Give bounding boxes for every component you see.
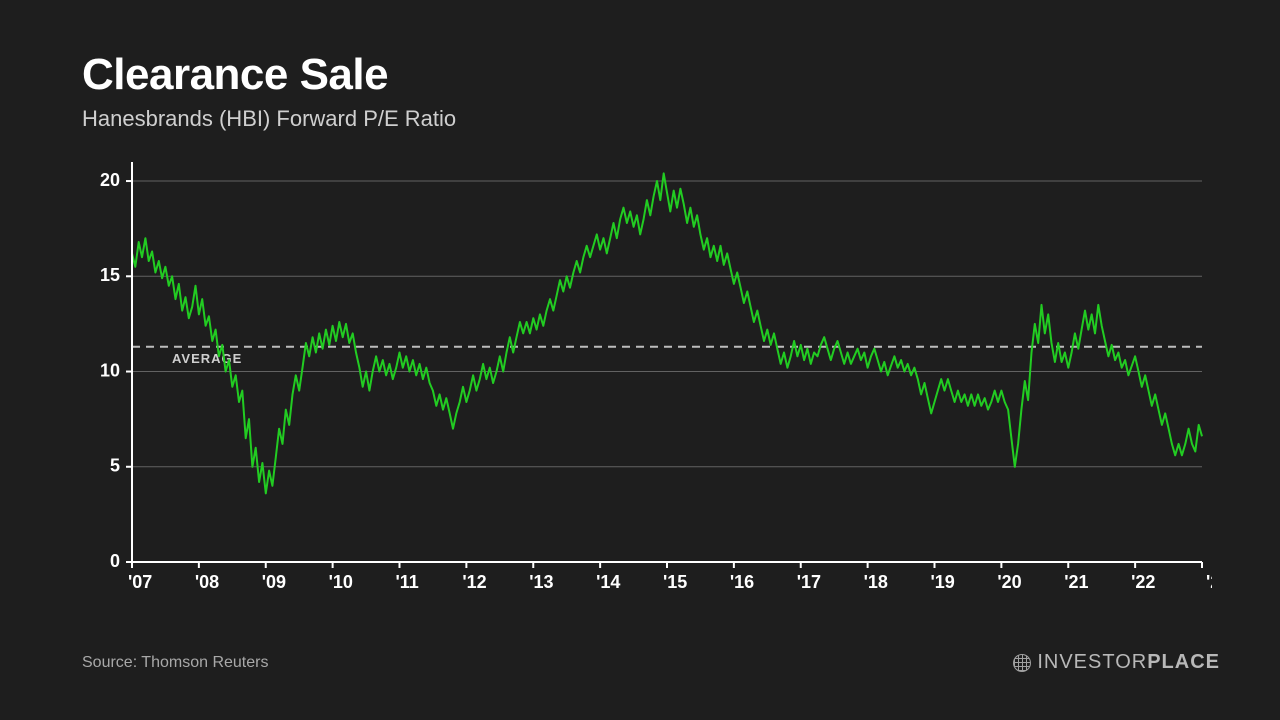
- svg-text:'15: '15: [663, 572, 687, 592]
- svg-text:'10: '10: [329, 572, 353, 592]
- brand-bold: PLACE: [1147, 651, 1220, 673]
- svg-text:'09: '09: [262, 572, 286, 592]
- chart-title: Clearance Sale: [82, 50, 1220, 100]
- brand-light: INVESTOR: [1037, 651, 1147, 673]
- svg-text:5: 5: [110, 456, 120, 476]
- svg-text:20: 20: [100, 170, 120, 190]
- svg-text:AVERAGE: AVERAGE: [172, 351, 242, 366]
- svg-text:'23: '23: [1206, 572, 1212, 592]
- svg-text:'21: '21: [1064, 572, 1088, 592]
- svg-text:'14: '14: [596, 572, 620, 592]
- svg-text:'12: '12: [462, 572, 486, 592]
- globe-icon: [1013, 654, 1031, 672]
- svg-text:10: 10: [100, 360, 120, 380]
- svg-text:'16: '16: [730, 572, 754, 592]
- svg-text:'11: '11: [396, 572, 419, 592]
- svg-text:'17: '17: [797, 572, 821, 592]
- svg-text:'22: '22: [1131, 572, 1155, 592]
- svg-text:'13: '13: [529, 572, 553, 592]
- brand-logo: INVESTORPLACE: [1013, 651, 1220, 674]
- svg-text:'20: '20: [997, 572, 1021, 592]
- chart-subtitle: Hanesbrands (HBI) Forward P/E Ratio: [82, 106, 1220, 132]
- line-chart: AVERAGE 0 5 10 15 20 '07 '08 '09 '10 '11 '12 '13 '14 '…: [82, 162, 1212, 602]
- svg-text:'18: '18: [864, 572, 888, 592]
- chart-area: AVERAGE 0 5 10 15 20 '07 '08 '09 '10 '11 '12 '13 '14 '…: [82, 162, 1212, 602]
- svg-text:'07: '07: [128, 572, 152, 592]
- svg-text:'19: '19: [931, 572, 955, 592]
- svg-text:'08: '08: [195, 572, 219, 592]
- svg-text:15: 15: [100, 265, 120, 285]
- source-text: Source: Thomson Reuters: [82, 654, 268, 672]
- svg-text:0: 0: [110, 551, 120, 571]
